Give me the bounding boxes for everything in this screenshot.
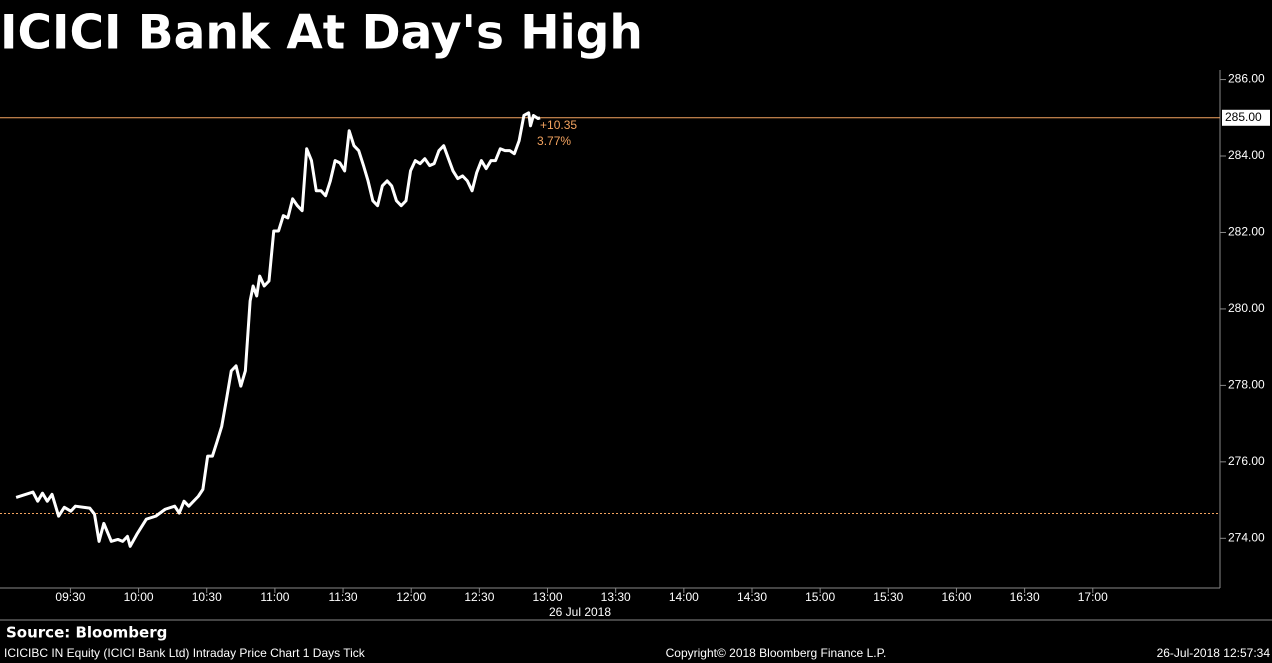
- footer-right: 26-Jul-2018 12:57:34: [1157, 646, 1271, 660]
- x-tick-label: 11:30: [328, 590, 357, 604]
- last-price-label: 285.00: [1225, 110, 1262, 124]
- x-tick-label: 15:30: [873, 590, 903, 604]
- x-tick-label: 14:30: [737, 590, 767, 604]
- y-tick-label: 278.00: [1228, 378, 1265, 392]
- change-label: +10.35: [540, 118, 577, 132]
- footer-center: Copyright© 2018 Bloomberg Finance L.P.: [666, 646, 887, 660]
- footer-left: ICICIBC IN Equity (ICICI Bank Ltd) Intra…: [4, 646, 366, 660]
- chart-title: ICICI Bank At Day's High: [0, 6, 643, 61]
- price-line: [15, 111, 541, 548]
- x-tick-label: 16:30: [1010, 590, 1040, 604]
- x-tick-label: 13:30: [601, 590, 631, 604]
- x-date-label: 26 Jul 2018: [549, 605, 611, 619]
- x-tick-label: 13:00: [533, 590, 563, 604]
- x-tick-label: 15:00: [805, 590, 835, 604]
- source: Source: Bloomberg: [6, 624, 167, 642]
- x-tick-label: 10:00: [124, 590, 154, 604]
- y-tick-label: 282.00: [1228, 225, 1265, 239]
- x-tick-label: 12:00: [396, 590, 426, 604]
- change-pct-label: 3.77%: [537, 134, 571, 148]
- x-tick-label: 17:00: [1078, 590, 1108, 604]
- x-tick-label: 12:30: [464, 590, 494, 604]
- y-tick-label: 286.00: [1228, 72, 1265, 86]
- x-tick-label: 09:30: [55, 590, 85, 604]
- last-price-box: [1222, 109, 1270, 126]
- x-tick-label: 11:00: [260, 590, 289, 604]
- y-tick-label: 284.00: [1228, 148, 1265, 162]
- y-tick-label: 274.00: [1228, 530, 1265, 544]
- x-tick-label: 14:00: [669, 590, 699, 604]
- y-tick-label: 276.00: [1228, 454, 1265, 468]
- x-tick-label: 16:00: [941, 590, 971, 604]
- x-tick-label: 10:30: [192, 590, 222, 604]
- y-tick-label: 280.00: [1228, 301, 1265, 315]
